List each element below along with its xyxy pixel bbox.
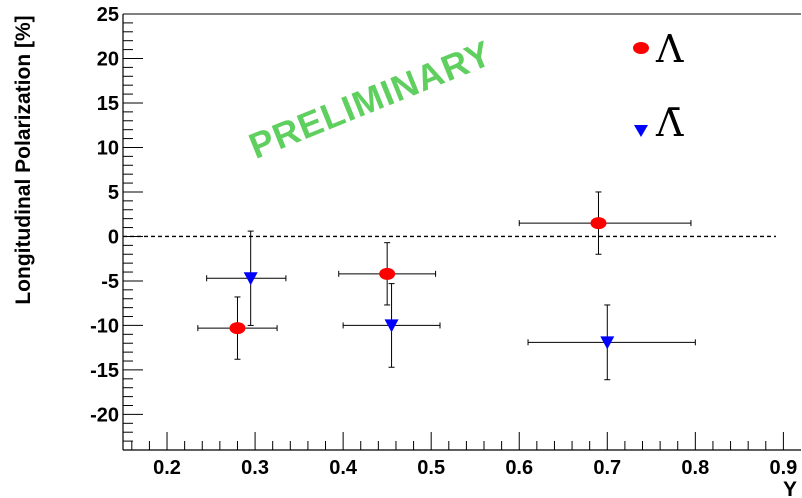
data-point-group — [197, 296, 278, 360]
x-tick-label: 0.9 — [769, 457, 797, 479]
y-axis-title: Longitudinal Polarization [%] — [12, 15, 35, 304]
y-tick-label: 0 — [108, 226, 119, 248]
y-tick-label: 10 — [97, 137, 119, 159]
y-tick-label: 20 — [97, 48, 119, 70]
x-tick-label: 0.4 — [329, 457, 358, 479]
axes-layer: 25 20 15 10 5 0 -5 -10 -15 -20 0.2 0.3 0.4 0.5 0.6 0.7 0… — [90, 4, 801, 479]
y-tick-label: -20 — [90, 404, 119, 426]
x-tick-label: 0.6 — [505, 457, 533, 479]
x-axis-title: Y — [783, 478, 797, 498]
y-tick-label: 15 — [97, 93, 119, 115]
y-tick-label: 25 — [97, 4, 119, 26]
lambda-marker — [379, 267, 396, 280]
x-tick-label: 0.5 — [417, 457, 445, 479]
data-point-group — [206, 230, 287, 326]
x-tick-label: 0.7 — [593, 457, 621, 479]
antilambda-marker — [600, 336, 615, 350]
data-point-group — [518, 191, 692, 255]
legend-lambda-label: Λ — [655, 27, 684, 71]
data-layer — [123, 191, 776, 381]
data-point-group — [342, 283, 441, 368]
legend-lambda-marker — [633, 42, 649, 54]
lambda-marker — [229, 322, 246, 335]
data-point-group — [527, 304, 696, 381]
antilambda-marker — [243, 272, 258, 286]
y-tick-label: -5 — [101, 271, 119, 293]
x-tick-label: 0.8 — [681, 457, 709, 479]
legend-antilambda-marker — [634, 125, 648, 137]
legend: Λ Λ̄ — [633, 27, 684, 145]
y-tick-label: -10 — [90, 315, 119, 337]
lambda-marker — [590, 217, 607, 230]
y-tick-label: -15 — [90, 360, 119, 382]
x-tick-label: 0.3 — [241, 457, 269, 479]
data-point-group — [338, 242, 437, 306]
legend-antilambda-label: Λ̄ — [655, 101, 684, 145]
x-tick-label: 0.2 — [153, 457, 181, 479]
y-tick-label: 5 — [108, 182, 119, 204]
antilambda-marker — [384, 319, 399, 333]
